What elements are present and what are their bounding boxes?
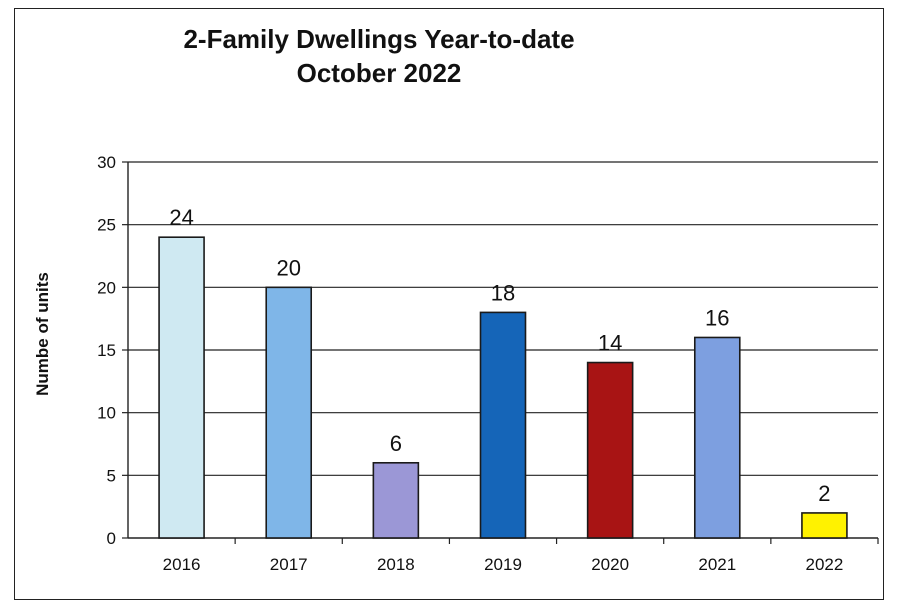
bar-2018 (372, 461, 420, 539)
y-axis-label: Numbe of units (33, 272, 52, 396)
bar-2020 (586, 361, 634, 539)
bar-2016 (158, 236, 205, 539)
y-tick-label: 0 (107, 529, 116, 548)
chart-subtitle: October 2022 (296, 58, 462, 88)
bar-2022 (801, 512, 848, 539)
x-tick-label-2019: 2019 (484, 555, 522, 574)
bar-2019 (479, 311, 527, 539)
bar-2021 (693, 336, 741, 539)
y-tick-label: 25 (97, 216, 116, 235)
y-tick-label: 30 (97, 153, 116, 172)
x-tick-label-2017: 2017 (270, 555, 308, 574)
y-tick-labels: 0 5 10 15 20 25 30 (97, 153, 116, 548)
y-tick-label: 10 (97, 404, 116, 423)
chart-title: 2-Family Dwellings Year-to-date (183, 24, 575, 54)
x-tick-label-2018: 2018 (377, 555, 415, 574)
data-label-2021: 16 (705, 305, 729, 330)
data-label-2018: 6 (390, 431, 402, 456)
x-tick-label-2022: 2022 (806, 555, 844, 574)
y-tick-label: 5 (107, 466, 116, 485)
data-label-2019: 18 (491, 280, 515, 305)
bar-2017 (265, 286, 313, 539)
data-label-2020: 14 (598, 331, 622, 356)
x-tick-label-2020: 2020 (591, 555, 629, 574)
data-label-2017: 20 (276, 255, 300, 280)
data-label-2022: 2 (818, 481, 830, 506)
x-tick-label-2021: 2021 (698, 555, 736, 574)
data-labels: 24 20 6 18 14 16 2 (169, 205, 830, 506)
y-tick-label: 20 (97, 278, 116, 297)
bars (158, 236, 848, 539)
data-label-2016: 24 (169, 205, 193, 230)
x-tick-labels: 2016 2017 2018 2019 2020 2021 2022 (163, 555, 844, 574)
x-tick-label-2016: 2016 (163, 555, 201, 574)
y-tick-label: 15 (97, 341, 116, 360)
chart-title-block: 2-Family Dwellings Year-to-date October … (0, 22, 898, 90)
